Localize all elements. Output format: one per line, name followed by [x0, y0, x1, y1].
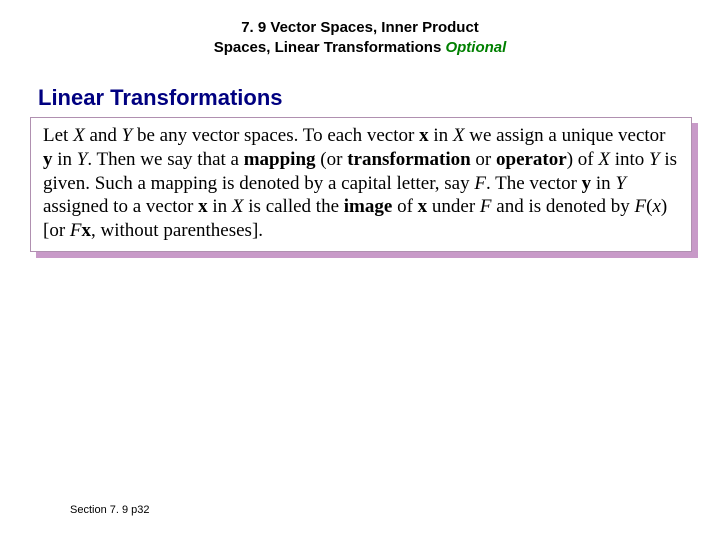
text-segment: image: [344, 196, 393, 217]
text-segment: X: [232, 196, 244, 217]
text-segment: F: [480, 196, 492, 217]
text-segment: Y: [122, 125, 133, 146]
text-segment: y: [582, 173, 592, 194]
definition-box: Let X and Y be any vector spaces. To eac…: [30, 117, 692, 252]
text-segment: operator: [496, 149, 567, 170]
slide-header: 7. 9 Vector Spaces, Inner Product Spaces…: [0, 0, 720, 67]
text-segment: X: [73, 125, 85, 146]
text-segment: x: [82, 220, 92, 241]
header-line-2: Spaces, Linear Transformations Optional: [40, 38, 680, 58]
text-segment: x: [652, 196, 660, 217]
text-segment: F: [474, 173, 486, 194]
text-segment: Y: [649, 149, 660, 170]
text-segment: X: [598, 149, 610, 170]
text-segment: F: [70, 220, 82, 241]
definition-box-wrapper: Let X and Y be any vector spaces. To eac…: [30, 117, 692, 252]
section-title: Linear Transformations: [0, 67, 720, 117]
text-segment: x: [198, 196, 208, 217]
text-segment: Y: [615, 173, 626, 194]
text-segment: mapping: [244, 149, 316, 170]
text-segment: x: [418, 196, 428, 217]
header-line-2-prefix: Spaces, Linear Transformations: [214, 39, 446, 56]
text-segment: transformation: [347, 149, 470, 170]
text-segment: y: [43, 149, 53, 170]
header-optional: Optional: [445, 39, 506, 56]
text-segment: X: [453, 125, 465, 146]
header-line-1: 7. 9 Vector Spaces, Inner Product: [40, 18, 680, 38]
text-segment: Y: [77, 149, 88, 170]
text-segment: F: [635, 196, 647, 217]
text-segment: x: [419, 125, 429, 146]
slide-footer: Section 7. 9 p32: [70, 504, 150, 516]
